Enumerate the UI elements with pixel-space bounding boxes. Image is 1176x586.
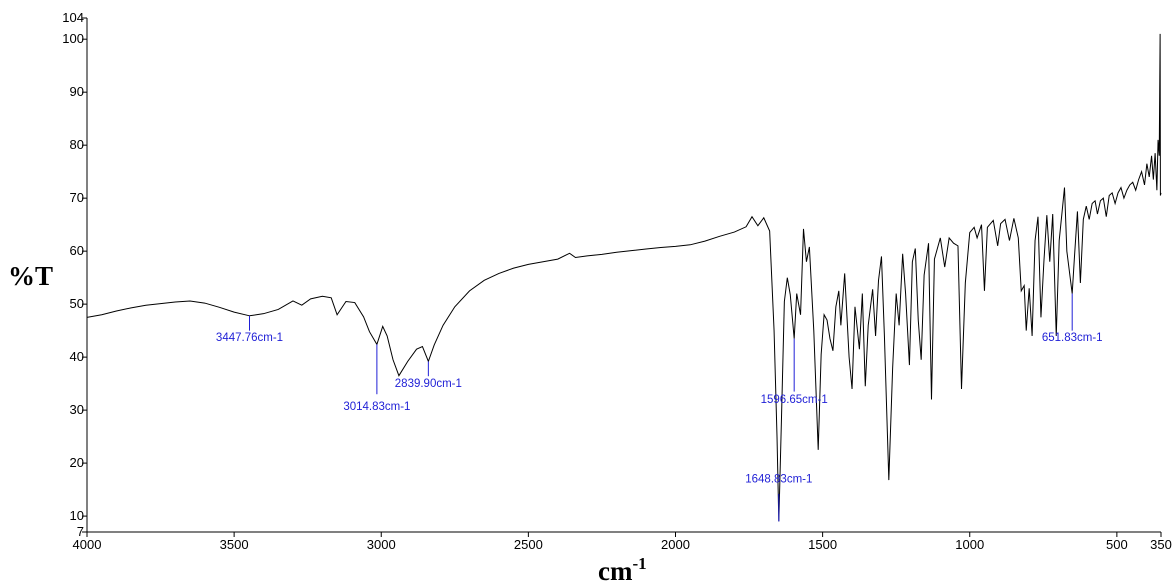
axes <box>86 18 1161 533</box>
y-tick-label: 10 <box>70 508 84 523</box>
x-tick-label: 4000 <box>73 537 102 552</box>
x-ticks: 4000 3500 3000 2500 2000 1500 1000 500 350 <box>73 532 1172 552</box>
series-line <box>86 33 1162 522</box>
y-tick-label: 100 <box>62 31 84 46</box>
x-axis-label: cm-1 <box>598 554 647 586</box>
peak-label: 651.83cm-1 <box>1042 332 1103 344</box>
y-tick-label: 50 <box>70 296 84 311</box>
x-axis-label-unit: cm <box>598 556 633 586</box>
peak-label: 2839.90cm-1 <box>395 378 462 390</box>
peak-label: 1648.83cm-1 <box>745 474 812 486</box>
y-tick-label: 40 <box>70 349 84 364</box>
x-tick-label: 1500 <box>808 537 837 552</box>
y-tick-label: 104 <box>62 10 84 25</box>
x-tick-label: 1000 <box>955 537 984 552</box>
x-tick-label: 2000 <box>661 537 690 552</box>
y-tick-label: 20 <box>70 455 84 470</box>
y-tick-label: 90 <box>70 84 84 99</box>
x-tick-label: 350 <box>1150 537 1172 552</box>
x-tick-label: 3500 <box>220 537 249 552</box>
x-tick-label: 2500 <box>514 537 543 552</box>
y-tick-label: 60 <box>70 243 84 258</box>
peak-label: 3014.83cm-1 <box>343 401 410 413</box>
x-tick-label: 500 <box>1106 537 1128 552</box>
peak-annotations: 3447.76cm-1 3014.83cm-1 2839.90cm-1 1648.83… <box>216 293 1103 522</box>
y-axis-label: %T <box>8 261 53 291</box>
y-tick-label: 30 <box>70 402 84 417</box>
peak-label: 3447.76cm-1 <box>216 332 283 344</box>
y-tick-label: 80 <box>70 137 84 152</box>
x-axis-label-exponent: -1 <box>632 554 646 573</box>
y-tick-label: 7 <box>77 524 84 539</box>
peak-label: 1596.65cm-1 <box>761 394 828 406</box>
y-ticks: 710 20 30 40 50 60 70 80 90 100 104 <box>62 10 87 539</box>
y-tick-label: 70 <box>70 190 84 205</box>
x-tick-label: 3000 <box>367 537 396 552</box>
